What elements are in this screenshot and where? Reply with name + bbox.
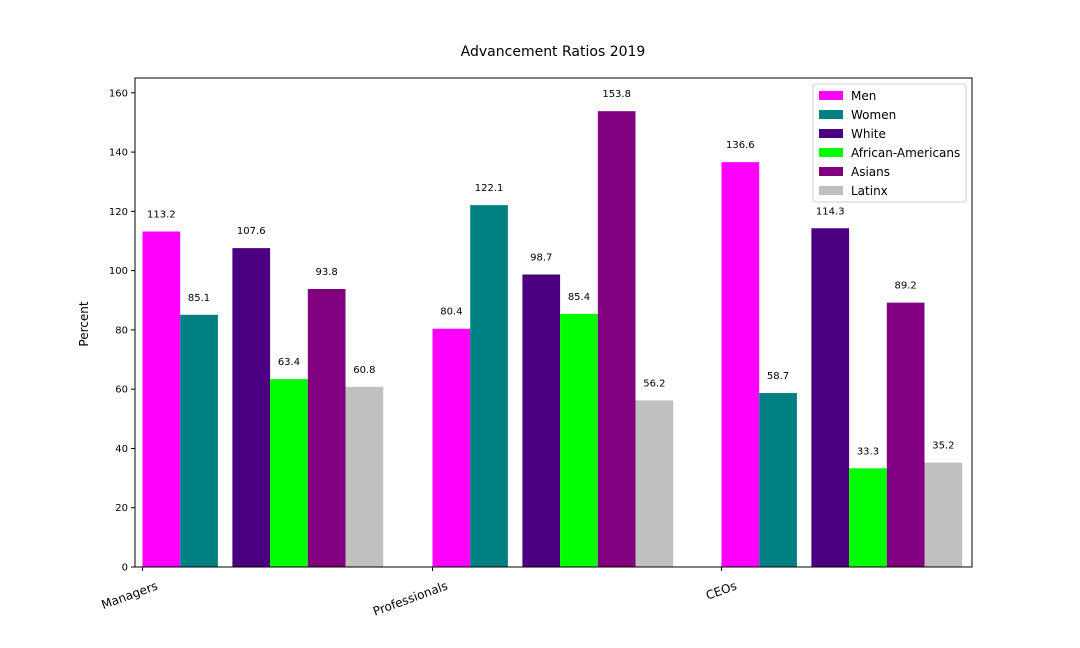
- bar-men-managers: [142, 231, 181, 567]
- bar-value-label: 93.8: [316, 267, 338, 278]
- bars-layer: [142, 111, 963, 568]
- bar-asians-ceos: [886, 302, 925, 567]
- bar-value-label: 85.4: [568, 292, 590, 303]
- legend: Men Women White African-Americans Asians Lati…: [812, 83, 967, 203]
- bar-value-label: 122.1: [475, 183, 504, 194]
- bar-value-label: 98.7: [530, 252, 552, 263]
- plot-frame: [134, 77, 973, 568]
- legend-swatch: [819, 186, 843, 195]
- bar-african-americans-professionals: [560, 313, 598, 567]
- bar-african-americans-managers: [270, 379, 308, 567]
- bar-labels-layer: 113.2 85.1 107.6 63.4 93.8 60.8 80.4 122.1 98.7 8…: [147, 89, 954, 457]
- chart-title: Advancement Ratios 2019: [461, 44, 646, 60]
- bar-value-label: 33.3: [857, 446, 879, 457]
- bar-value-label: 80.4: [440, 307, 462, 318]
- bar-men-professionals: [432, 328, 471, 567]
- bar-women-managers: [180, 314, 218, 567]
- bar-value-label: 58.7: [767, 371, 789, 382]
- legend-label: Asians: [851, 165, 890, 179]
- y-tick-label: 80: [115, 325, 128, 336]
- legend-swatch: [819, 129, 843, 138]
- legend-swatch: [819, 91, 843, 100]
- legend-label: Latinx: [851, 184, 888, 198]
- y-axis-label: Percent: [77, 301, 91, 346]
- x-axis: Managers Professionals CEOs: [99, 567, 739, 619]
- bar-white-professionals: [522, 274, 561, 567]
- bar-latinx-ceos: [924, 462, 963, 567]
- y-tick-label: 120: [109, 207, 128, 218]
- y-tick-label: 100: [109, 266, 128, 277]
- bar-value-label: 113.2: [147, 210, 176, 221]
- y-tick-label: 20: [115, 503, 128, 514]
- bar-women-professionals: [470, 205, 508, 567]
- bar-value-label: 56.2: [643, 378, 665, 389]
- bar-men-ceos: [721, 162, 760, 568]
- bar-asians-managers: [307, 289, 346, 567]
- bar-value-label: 35.2: [932, 441, 954, 452]
- x-tick-label-professionals: Professionals: [371, 579, 449, 619]
- bar-value-label: 60.8: [353, 365, 375, 376]
- y-tick-label: 140: [109, 148, 128, 159]
- bar-asians-professionals: [597, 111, 636, 567]
- bar-value-label: 107.6: [237, 226, 266, 237]
- bar-value-label: 114.3: [816, 206, 845, 217]
- x-tick-label-managers: Managers: [99, 579, 159, 612]
- bar-latinx-professionals: [635, 400, 674, 567]
- legend-swatch: [819, 110, 843, 119]
- legend-label: African-Americans: [851, 146, 960, 160]
- bar-value-label: 63.4: [278, 357, 300, 368]
- y-tick-label: 160: [109, 88, 128, 99]
- bar-value-label: 153.8: [602, 89, 631, 100]
- bar-african-americans-ceos: [849, 468, 887, 567]
- legend-label: White: [851, 127, 886, 141]
- legend-frame: [812, 83, 967, 203]
- bar-value-label: 85.1: [188, 293, 210, 304]
- legend-label: Men: [851, 89, 876, 103]
- y-axis: 0 20 40 60 80 100 120 140 160: [109, 88, 135, 574]
- bar-white-ceos: [811, 228, 850, 567]
- bar-latinx-managers: [345, 386, 384, 567]
- legend-label: Women: [851, 108, 896, 122]
- bar-women-ceos: [759, 393, 797, 567]
- bar-value-label: 136.6: [726, 140, 755, 151]
- y-tick-label: 60: [115, 385, 128, 396]
- bar-value-label: 89.2: [895, 281, 917, 292]
- y-tick-label: 0: [122, 563, 128, 574]
- x-tick-label-ceos: CEOs: [704, 579, 739, 603]
- y-tick-label: 40: [115, 444, 128, 455]
- legend-swatch: [819, 167, 843, 176]
- legend-swatch: [819, 148, 843, 157]
- bar-white-managers: [232, 248, 271, 568]
